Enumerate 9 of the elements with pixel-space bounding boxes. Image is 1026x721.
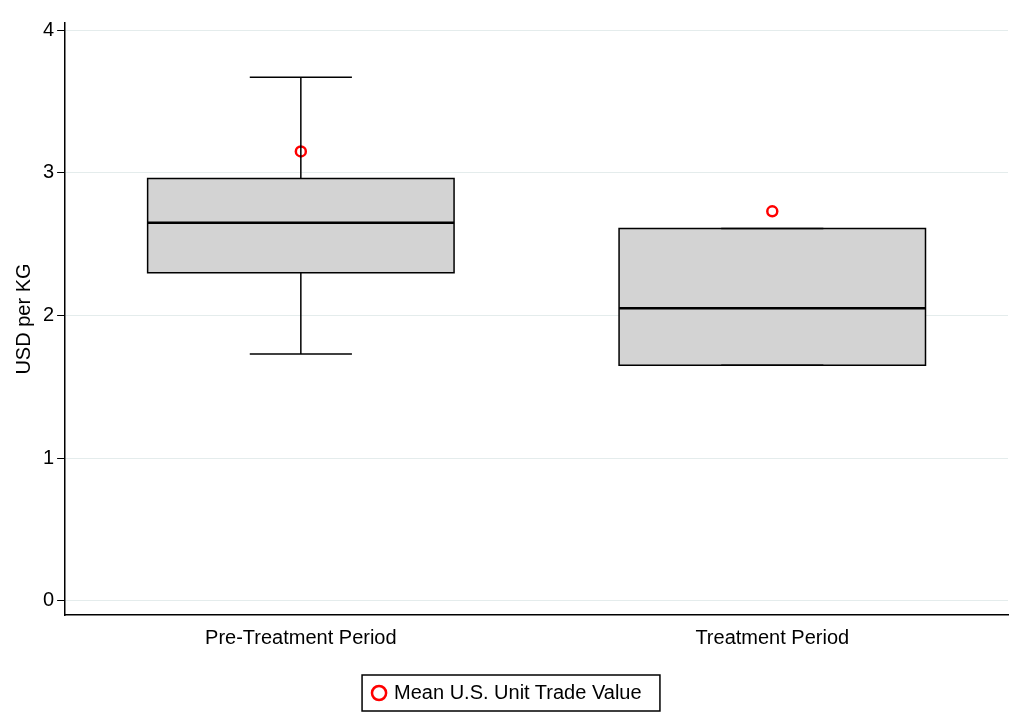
y-tick-label: 3 [43, 160, 55, 183]
y-axis-title: USD per KG [11, 263, 34, 375]
x-tick-label: Treatment Period [695, 625, 850, 648]
y-tick-label: 1 [43, 445, 55, 468]
x-tick-label: Pre-Treatment Period [205, 625, 397, 648]
y-tick-label: 2 [43, 302, 55, 325]
y-tick-label: 0 [43, 588, 55, 611]
y-tick-label: 4 [43, 17, 55, 40]
legend-label: Mean U.S. Unit Trade Value [394, 680, 642, 703]
